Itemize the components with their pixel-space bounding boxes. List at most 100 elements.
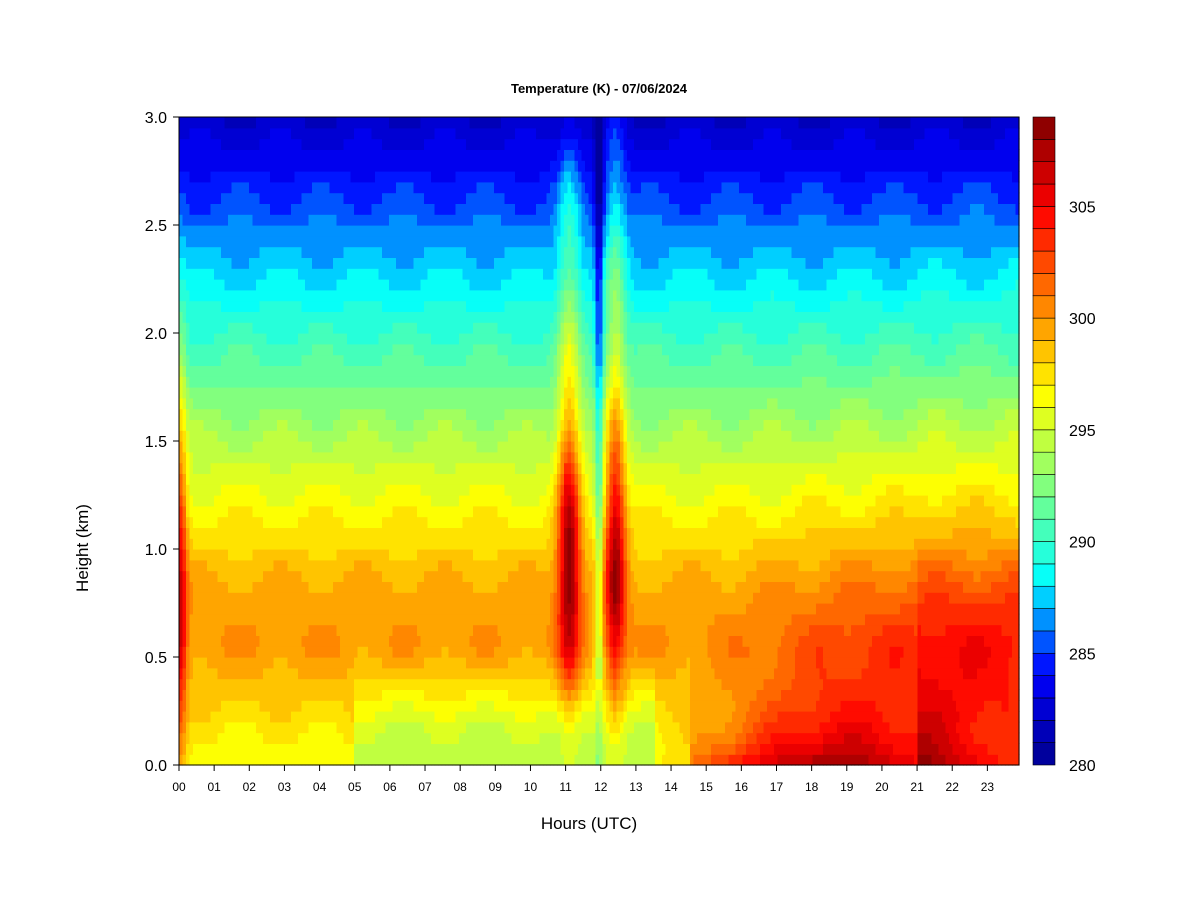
heatmap-cell <box>357 495 362 507</box>
heatmap-cell <box>287 570 292 582</box>
heatmap-cell <box>291 549 296 561</box>
heatmap-cell <box>210 117 215 129</box>
heatmap-cell <box>403 117 408 129</box>
heatmap-cell <box>235 322 240 334</box>
heatmap-cell <box>221 181 226 194</box>
heatmap-cell <box>207 225 212 237</box>
heatmap-cell <box>329 559 334 572</box>
heatmap-cell <box>389 613 394 626</box>
heatmap-cell <box>266 333 271 345</box>
heatmap-cell <box>217 343 222 356</box>
heatmap-cell <box>221 549 226 561</box>
heatmap-cell <box>217 397 222 410</box>
heatmap-cell <box>252 527 257 539</box>
heatmap-cell <box>368 581 373 593</box>
heatmap-cell <box>382 603 387 615</box>
heatmap-cell <box>375 495 380 507</box>
heatmap-cell <box>319 689 324 701</box>
heatmap-cell <box>224 127 229 140</box>
heatmap-cell <box>406 657 411 669</box>
heatmap-cell <box>431 279 436 291</box>
heatmap-cell <box>221 354 226 366</box>
heatmap-cell <box>385 581 390 593</box>
heatmap-cell <box>207 300 212 312</box>
heatmap-cell <box>242 171 247 183</box>
heatmap-cell <box>217 354 222 366</box>
heatmap-cell <box>249 430 254 442</box>
heatmap-cell <box>438 549 443 561</box>
heatmap-cell <box>392 495 397 507</box>
heatmap-cell <box>424 408 429 420</box>
heatmap-cell <box>448 732 453 744</box>
heatmap-cell <box>403 397 408 410</box>
heatmap-cell <box>273 689 278 701</box>
heatmap-cell <box>343 732 348 744</box>
heatmap-cell <box>326 743 331 755</box>
heatmap-cell <box>242 441 247 453</box>
heatmap-cell <box>305 127 310 140</box>
heatmap-cell <box>287 613 292 626</box>
heatmap-cell <box>284 484 289 496</box>
heatmap-cell <box>217 667 222 680</box>
heatmap-cell <box>364 657 369 669</box>
heatmap-cell <box>280 462 285 474</box>
heatmap-cell <box>273 203 278 215</box>
heatmap-cell <box>312 289 317 302</box>
heatmap-cell <box>186 711 191 723</box>
heatmap-cell <box>189 678 194 690</box>
heatmap-cell <box>315 365 320 377</box>
heatmap-cell <box>399 581 404 593</box>
heatmap-cell <box>350 408 355 420</box>
heatmap-cell <box>343 279 348 291</box>
heatmap-cell <box>336 300 341 312</box>
heatmap-cell <box>203 505 208 518</box>
heatmap-cell <box>420 171 425 183</box>
heatmap-cell <box>277 441 282 453</box>
heatmap-cell <box>403 365 408 377</box>
heatmap-cell <box>263 635 268 647</box>
heatmap-cell <box>291 516 296 528</box>
heatmap-cell <box>189 225 194 237</box>
heatmap-cell <box>189 732 194 744</box>
heatmap-cell <box>396 300 401 312</box>
heatmap-cell <box>424 613 429 626</box>
heatmap-cell <box>466 149 471 161</box>
heatmap-cell <box>336 354 341 366</box>
heatmap-cell <box>252 441 257 453</box>
heatmap-cell <box>336 484 341 496</box>
heatmap-cell <box>245 171 250 183</box>
heatmap-cell <box>308 505 313 518</box>
heatmap-cell <box>385 279 390 291</box>
heatmap-cell <box>347 549 352 561</box>
heatmap-cell <box>179 203 184 215</box>
heatmap-cell <box>228 333 233 345</box>
heatmap-cell <box>410 613 415 626</box>
heatmap-cell <box>277 171 282 183</box>
heatmap-cell <box>189 549 194 561</box>
heatmap-cell <box>224 171 229 183</box>
heatmap-cell <box>459 397 464 410</box>
heatmap-cell <box>298 333 303 345</box>
heatmap-cell <box>392 397 397 410</box>
heatmap-cell <box>434 678 439 690</box>
heatmap-cell <box>368 246 373 258</box>
heatmap-cell <box>214 365 219 377</box>
heatmap-cell <box>284 711 289 723</box>
heatmap-cell <box>413 235 418 248</box>
heatmap-cell <box>378 613 383 626</box>
heatmap-cell <box>203 279 208 291</box>
heatmap-cell <box>322 430 327 442</box>
heatmap-cell <box>249 225 254 237</box>
heatmap-cell <box>235 343 240 356</box>
heatmap-cell <box>371 289 376 302</box>
heatmap-cell <box>336 171 341 183</box>
heatmap-cell <box>375 689 380 701</box>
heatmap-cell <box>462 603 467 615</box>
heatmap-cell <box>179 700 184 712</box>
heatmap-cell <box>326 376 331 388</box>
heatmap-cell <box>392 376 397 388</box>
heatmap-cell <box>280 192 285 204</box>
heatmap-cell <box>263 624 268 636</box>
heatmap-cell <box>347 743 352 755</box>
heatmap-cell <box>333 192 338 204</box>
